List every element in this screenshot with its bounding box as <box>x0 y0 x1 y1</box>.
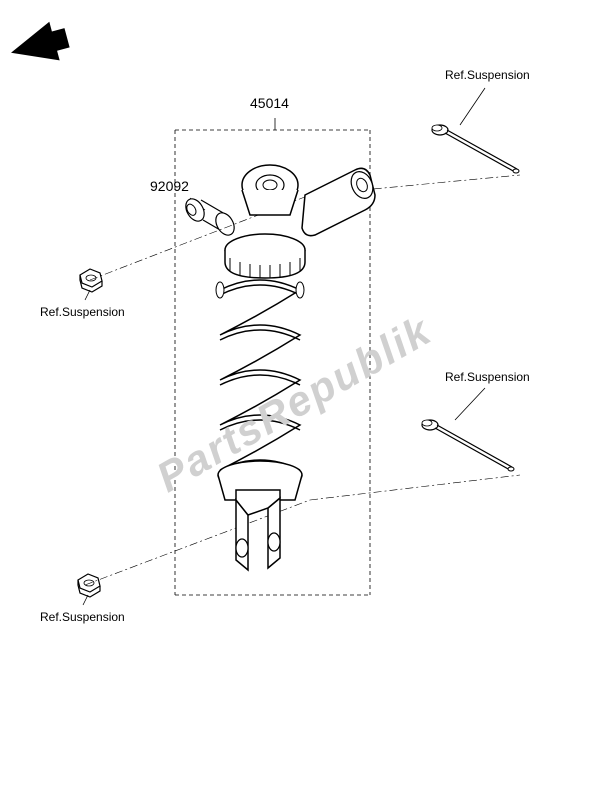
bolt-mid-right <box>422 420 514 471</box>
ref-suspension-top-right: Ref.Suspension <box>445 68 530 82</box>
nut-bottom-left <box>78 574 100 597</box>
bolt-top-right <box>432 125 519 173</box>
parts-diagram: PartsRepublik 45014 92092 Ref.Suspension… <box>0 0 589 799</box>
back-arrow-icon <box>6 18 72 72</box>
ref-suspension-mid-right: Ref.Suspension <box>445 370 530 384</box>
ref-suspension-bottom-left: Ref.Suspension <box>40 610 125 624</box>
label-92092: 92092 <box>150 178 189 194</box>
diagram-svg <box>0 0 589 799</box>
nut-mid-left <box>80 269 102 292</box>
label-45014: 45014 <box>250 95 289 111</box>
bushing-part <box>182 196 238 239</box>
ref-suspension-mid-left: Ref.Suspension <box>40 305 125 319</box>
shock-absorber <box>216 165 377 570</box>
